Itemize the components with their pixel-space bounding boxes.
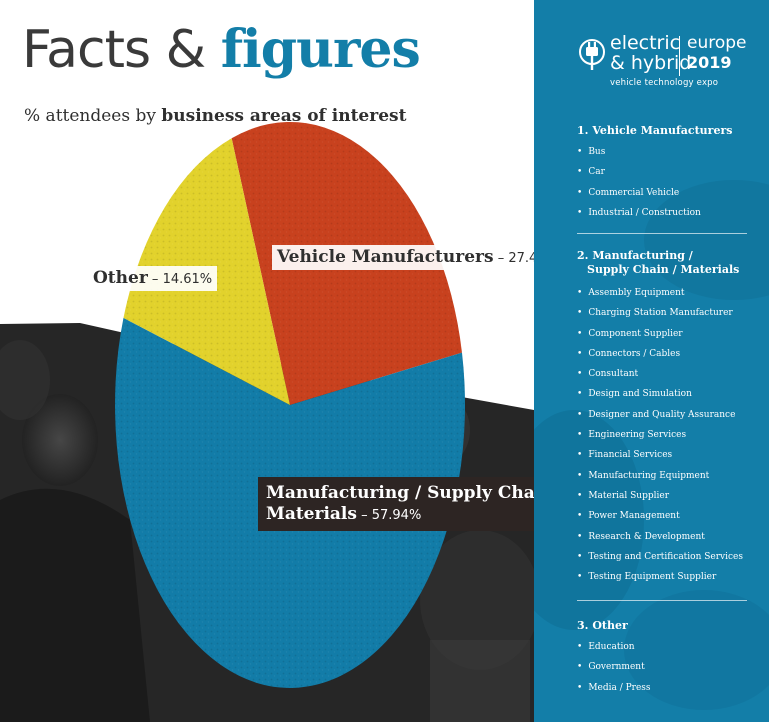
sidebar-list-item: Design and Simulation: [577, 384, 743, 404]
sidebar-list-item: Financial Services: [577, 445, 743, 465]
logo-wordmark: electric & hybrid: [610, 33, 691, 73]
sidebar-list-item: Industrial / Construction: [577, 203, 701, 223]
callout-other-name: Other: [93, 268, 148, 288]
section-list-manufacturing: Assembly EquipmentCharging Station Manuf…: [577, 283, 743, 587]
title-accent: figures: [220, 19, 421, 80]
callout-vehicle-name: Vehicle Manufacturers: [277, 247, 494, 267]
section-title-other: 3. Other: [577, 619, 628, 632]
logo-tagline: vehicle technology expo: [610, 78, 719, 88]
sidebar-list-item: Assembly Equipment: [577, 283, 743, 303]
section-title-vehicle-manufacturers: 1. Vehicle Manufacturers: [577, 124, 733, 137]
subtitle-bold: business areas of interest: [161, 106, 407, 126]
sidebar-list-item: Designer and Quality Assurance: [577, 405, 743, 425]
section-title-manufacturing-line1: 2. Manufacturing /: [577, 249, 693, 262]
callout-vehicle-manufacturers: Vehicle Manufacturers – 27.45%: [272, 245, 563, 271]
subtitle-text: % attendees by: [24, 106, 162, 126]
page-subtitle: % attendees by business areas of interes…: [24, 106, 406, 126]
callout-mfg-line2: Materials: [266, 504, 357, 525]
logo-year: 2019: [687, 53, 732, 72]
section-title-manufacturing-line2: Supply Chain / Materials: [587, 263, 740, 276]
callout-mfg-line1: Manufacturing / Supply Chain /: [266, 483, 566, 503]
section-divider: [577, 600, 747, 601]
sidebar-list-item: Consultant: [577, 364, 743, 384]
sidebar-list-item: Government: [577, 657, 651, 677]
callout-mfg-separator: –: [356, 508, 372, 524]
sidebar-list-item: Education: [577, 637, 651, 657]
sidebar-list-item: Research & Development: [577, 527, 743, 547]
sidebar-list-item: Media / Press: [577, 678, 650, 698]
section-divider: [577, 233, 747, 234]
sidebar-list-item: Material Supplier: [577, 486, 743, 506]
section-list-other: EducationGovernmentMedia / Press: [577, 637, 651, 698]
callout-other: Other – 14.61%: [88, 266, 218, 292]
plug-icon: [579, 39, 605, 70]
sidebar-list-item: Engineering Services: [577, 425, 743, 445]
logo-line2: & hybrid: [610, 52, 692, 74]
logo-divider: [679, 36, 680, 76]
sidebar-list-item: Connectors / Cables: [577, 344, 743, 364]
sidebar-list-item: Charging Station Manufacturer: [577, 303, 743, 323]
callout-manufacturing: Manufacturing / Supply Chain / Materials…: [258, 477, 575, 531]
category-sidebar: electric & hybrid europe 2019 vehicle te…: [534, 0, 769, 722]
logo-region: europe: [687, 33, 747, 53]
callout-mfg-percent: 57.94%: [371, 508, 422, 524]
sidebar-list-item: Manufacturing Equipment: [577, 466, 743, 486]
logo-edition: europe 2019: [687, 33, 747, 73]
page-title: Facts & figures: [22, 24, 421, 77]
sidebar-list-item: Testing and Certification Services: [577, 547, 743, 567]
sidebar-list-item: Bus: [577, 142, 701, 162]
logo-line1: electric: [610, 32, 681, 54]
callout-vehicle-separator: –: [493, 251, 509, 266]
event-logo: electric & hybrid europe 2019 vehicle te…: [578, 32, 758, 102]
pie-chart: [114, 121, 465, 688]
section-list-vehicle-manufacturers: BusCarCommercial VehicleIndustrial / Con…: [577, 142, 701, 223]
section-title-manufacturing: 2. Manufacturing / Supply Chain / Materi…: [577, 249, 739, 277]
sidebar-list-item: Testing Equipment Supplier: [577, 567, 743, 587]
callout-other-separator: –: [147, 272, 163, 287]
sidebar-list-item: Commercial Vehicle: [577, 183, 701, 203]
sidebar-list-item: Car: [577, 162, 701, 182]
title-text: Facts &: [22, 20, 221, 80]
callout-other-percent: 14.61%: [162, 272, 213, 287]
sidebar-list-item: Power Management: [577, 506, 743, 526]
sidebar-list-item: Component Supplier: [577, 324, 743, 344]
